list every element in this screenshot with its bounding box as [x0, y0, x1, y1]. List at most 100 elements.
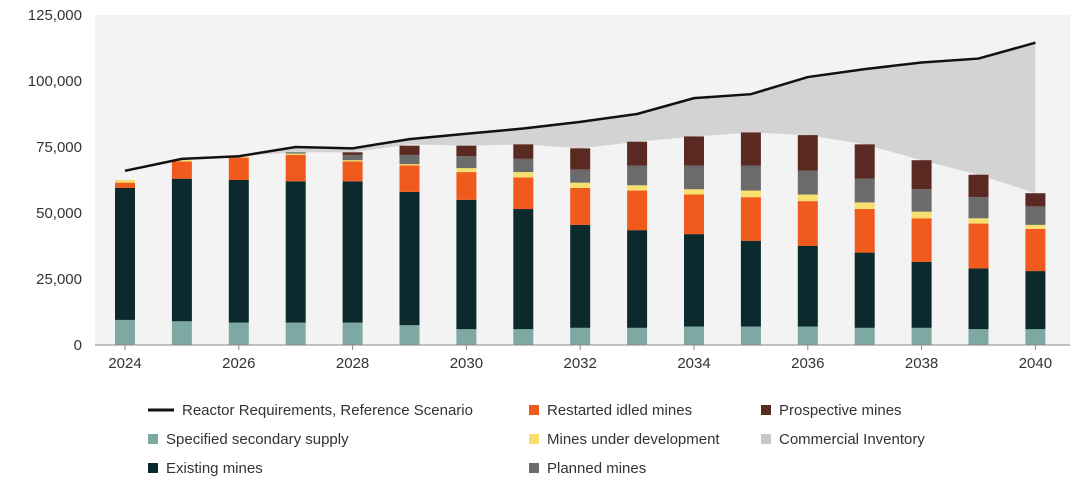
bar-2035-series-2: [740, 197, 761, 241]
bar-2040-series-4: [1025, 206, 1046, 225]
bar-2035-series-3: [740, 190, 761, 198]
y-tick-label: 0: [74, 337, 82, 354]
legend-label-prospective-mines: Prospective mines: [779, 402, 902, 419]
bar-2040-series-2: [1025, 228, 1046, 272]
bar-2039-series-5: [968, 174, 989, 198]
bar-2031-series-1: [513, 209, 534, 330]
bar-2037-series-1: [854, 252, 875, 328]
legend-swatch-commercial-inventory: [761, 434, 771, 444]
bar-2028-series-3: [342, 160, 363, 162]
x-tick-label: 2036: [791, 355, 824, 372]
bar-2029-series-3: [399, 164, 420, 166]
bar-2029-series-4: [399, 154, 420, 165]
bar-2036-series-4: [797, 170, 818, 195]
bar-2032-series-3: [570, 182, 591, 188]
legend-label-specified-secondary-supply: Specified secondary supply: [166, 431, 349, 448]
bar-2031-series-2: [513, 177, 534, 210]
bar-2028-series-0: [342, 322, 363, 345]
x-tick-label: 2030: [450, 355, 483, 372]
legend-swatch-restarted-idled-mines: [529, 405, 539, 415]
bar-2031-series-3: [513, 172, 534, 178]
bar-2031-series-5: [513, 144, 534, 159]
legend-label-reactor-requirements-reference-scenario: Reactor Requirements, Reference Scenario: [182, 402, 473, 419]
legend-swatch-mines-under-development: [529, 434, 539, 444]
bar-2035-series-5: [740, 132, 761, 166]
bar-2029-series-5: [399, 145, 420, 155]
bar-2025-series-0: [171, 321, 192, 345]
y-tick-label: 25,000: [36, 271, 82, 288]
bar-2024-series-3: [115, 180, 135, 183]
legend-swatch-existing-mines: [148, 463, 158, 473]
bar-2030-series-5: [456, 145, 477, 157]
bar-2040-series-3: [1025, 224, 1046, 229]
y-tick-label: 50,000: [36, 205, 82, 222]
legend-swatch-planned-mines: [529, 463, 539, 473]
y-tick-label: 125,000: [28, 7, 82, 24]
bar-2038-series-1: [911, 261, 932, 328]
bar-2039-series-1: [968, 268, 989, 330]
bar-2025-series-2: [171, 161, 192, 179]
bar-2026-series-0: [228, 322, 249, 345]
bar-2028-series-4: [342, 154, 363, 161]
bar-2038-series-5: [911, 160, 932, 190]
reactor-requirements-line-layer: [124, 41, 1036, 172]
bar-2032-series-1: [570, 224, 591, 328]
bar-2038-series-2: [911, 218, 932, 262]
bar-2032-series-0: [570, 327, 591, 345]
commercial-inventory-area-layer: [125, 42, 1036, 194]
bar-2036-series-5: [797, 135, 818, 171]
bar-2031-series-0: [513, 329, 534, 345]
bar-2027-series-3: [285, 153, 306, 155]
y-tick-label: 100,000: [28, 73, 82, 90]
y-tick-label: 75,000: [36, 139, 82, 156]
bar-2026-series-2: [228, 157, 249, 180]
bar-2029-series-0: [399, 325, 420, 345]
bar-2028-series-2: [342, 161, 363, 182]
bar-2027-series-0: [285, 322, 306, 345]
bar-2027-series-1: [285, 181, 306, 323]
x-tick-label: 2032: [564, 355, 597, 372]
commercial-inventory-area: [125, 42, 1036, 194]
bar-2038-series-0: [911, 327, 932, 345]
bar-2035-series-0: [740, 326, 761, 345]
bar-2035-series-1: [740, 240, 761, 327]
bar-2033-series-2: [627, 190, 648, 231]
bar-2034-series-1: [684, 234, 704, 327]
bar-2033-series-1: [627, 230, 648, 328]
y-axis: 0 25,000 50,000 75,000 100,000 125,000: [28, 7, 82, 354]
bar-2036-series-1: [797, 246, 818, 327]
reactor-requirements-line: [124, 41, 1036, 172]
x-tick-label: 2026: [222, 355, 255, 372]
bar-2025-series-1: [171, 178, 192, 322]
legend-label-restarted-idled-mines: Restarted idled mines: [547, 402, 692, 419]
bar-2034-series-5: [684, 136, 704, 166]
legend-label-planned-mines: Planned mines: [547, 460, 646, 477]
bar-2040-series-1: [1025, 271, 1046, 330]
bar-2027-series-2: [285, 154, 306, 182]
bar-2039-series-0: [968, 329, 989, 345]
bar-2028-series-5: [342, 152, 363, 155]
bar-2039-series-3: [968, 218, 989, 224]
bar-2024-series-0: [115, 319, 135, 345]
legend-label-existing-mines: Existing mines: [166, 460, 263, 477]
bar-2039-series-2: [968, 223, 989, 269]
bar-2032-series-4: [570, 169, 591, 183]
bar-2037-series-5: [854, 144, 875, 179]
bar-2024-series-1: [115, 187, 135, 320]
bar-2033-series-0: [627, 327, 648, 345]
bar-2032-series-2: [570, 187, 591, 225]
bar-2027-series-4: [285, 152, 306, 154]
bar-2034-series-3: [684, 189, 704, 195]
bar-2030-series-0: [456, 329, 477, 345]
bar-2033-series-4: [627, 165, 648, 186]
bar-2025-series-3: [171, 160, 192, 162]
x-tick-label: 2034: [677, 355, 710, 372]
bar-2030-series-3: [456, 168, 477, 173]
bar-2034-series-2: [684, 194, 704, 235]
bar-2035-series-4: [740, 165, 761, 191]
bar-2040-series-5: [1025, 193, 1046, 207]
x-tick-label: 2038: [905, 355, 938, 372]
legend-swatch-specified-secondary-supply: [148, 434, 158, 444]
bar-2030-series-4: [456, 156, 477, 169]
